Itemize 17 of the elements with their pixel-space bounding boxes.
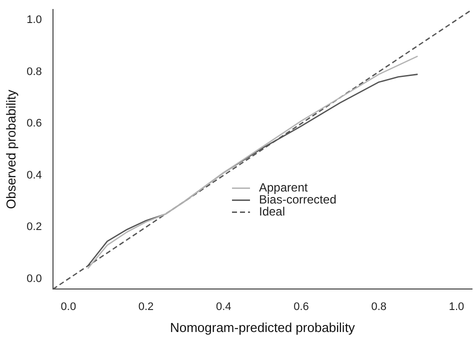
legend-label: Apparent	[259, 180, 308, 195]
x-tick-label: 0.8	[371, 300, 387, 313]
x-tick-label: 0.6	[294, 300, 309, 313]
x-tick-label: 0.0	[60, 300, 76, 313]
x-tick-label: 0.4	[216, 300, 232, 313]
x-tick-label: 0.2	[138, 300, 154, 313]
y-tick-label: 1.0	[26, 14, 42, 26]
y-tick-label: 0.2	[26, 221, 42, 234]
x-tick-label: 1.0	[448, 300, 464, 313]
y-tick-label: 0.4	[26, 169, 42, 182]
y-tick-label: 0.0	[26, 272, 42, 285]
x-axis-title: Nomogram-predicted probability	[170, 320, 356, 335]
y-axis-title: Observed probability	[3, 89, 18, 210]
y-tick-label: 0.6	[26, 118, 42, 130]
y-tick-label: 0.8	[26, 66, 42, 78]
legend-label: Ideal	[259, 204, 286, 219]
legend-label: Bias-corrected	[259, 192, 336, 207]
